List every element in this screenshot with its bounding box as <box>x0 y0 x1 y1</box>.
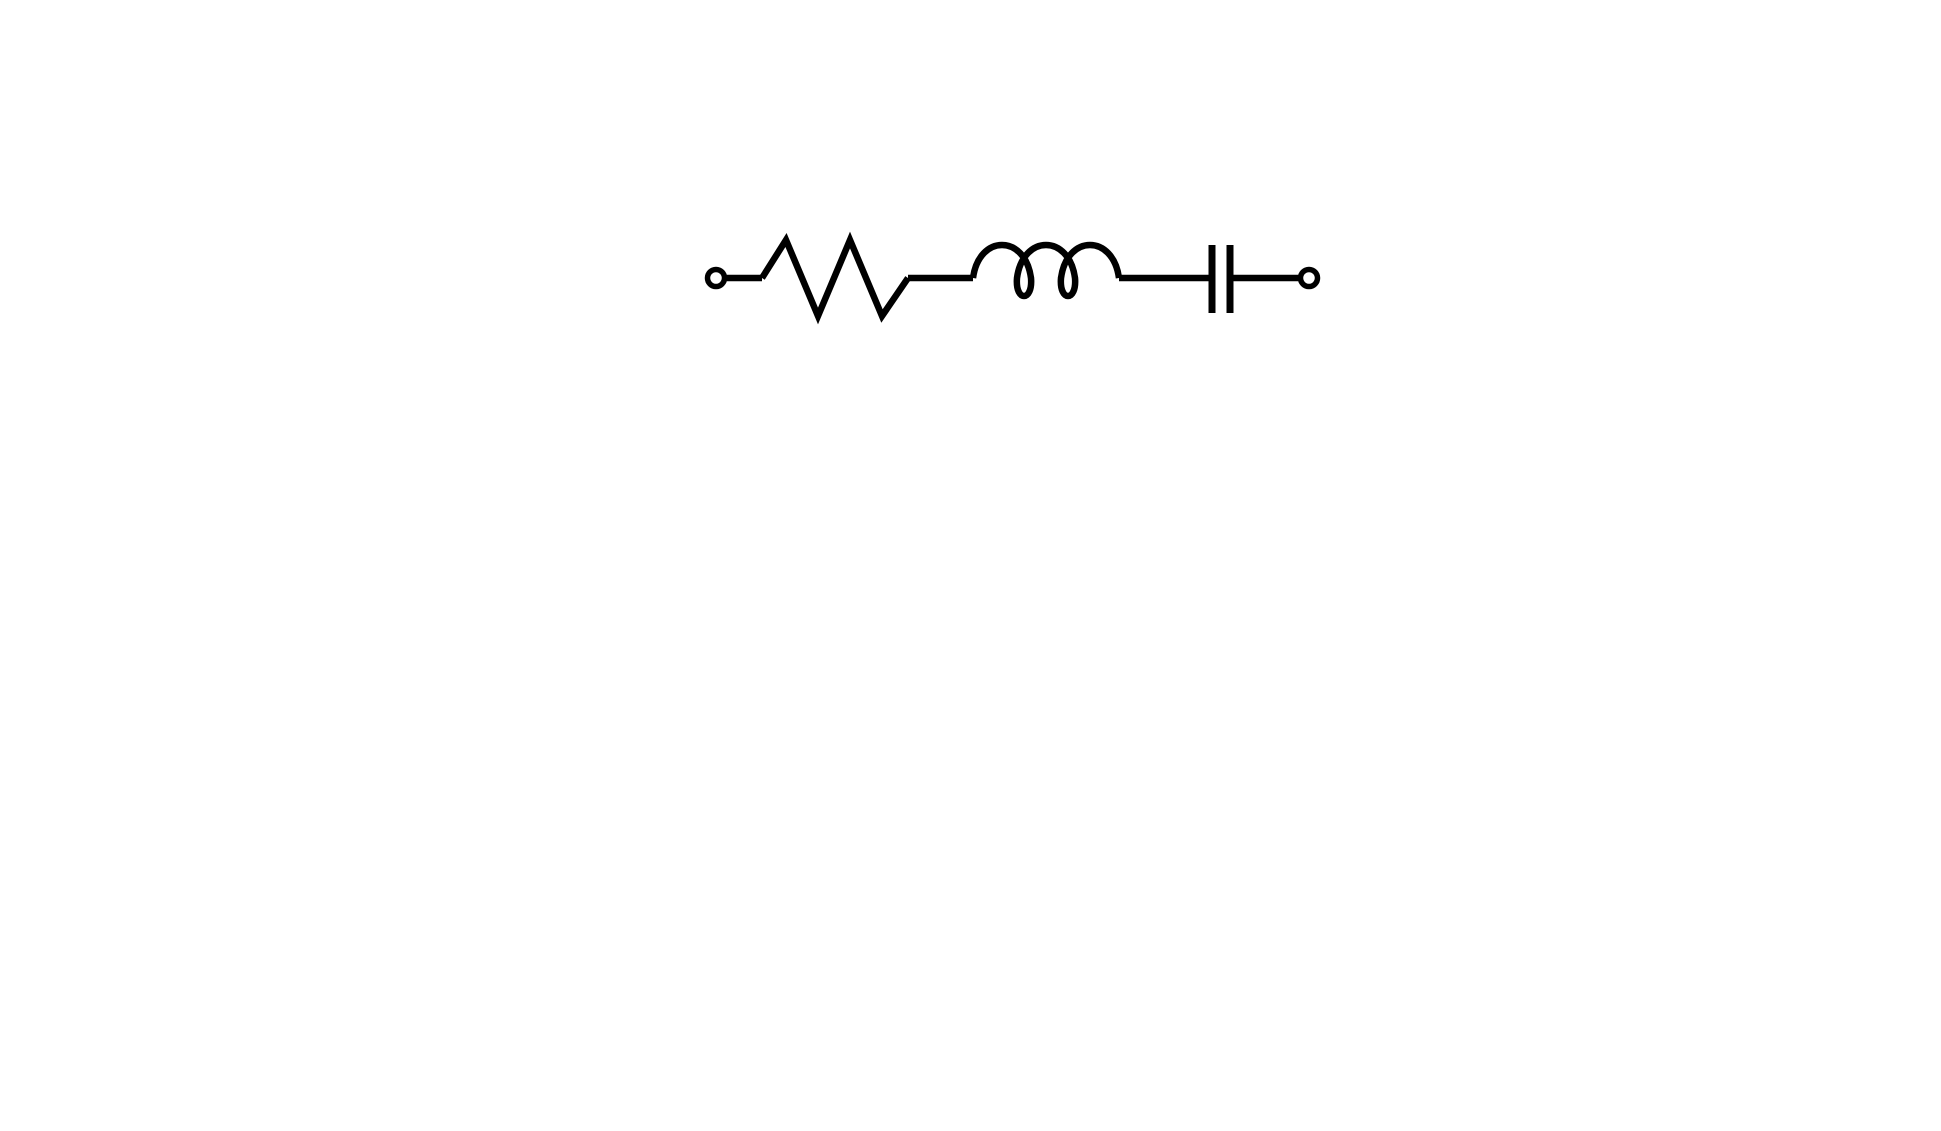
circuit-svg <box>704 231 1321 325</box>
terminal-right-icon <box>1297 266 1321 290</box>
inductor-symbol <box>969 241 1123 300</box>
terminal-left-icon <box>704 266 728 290</box>
rlc-circuit-diagram <box>690 170 1350 340</box>
resistor-symbol <box>759 231 911 325</box>
